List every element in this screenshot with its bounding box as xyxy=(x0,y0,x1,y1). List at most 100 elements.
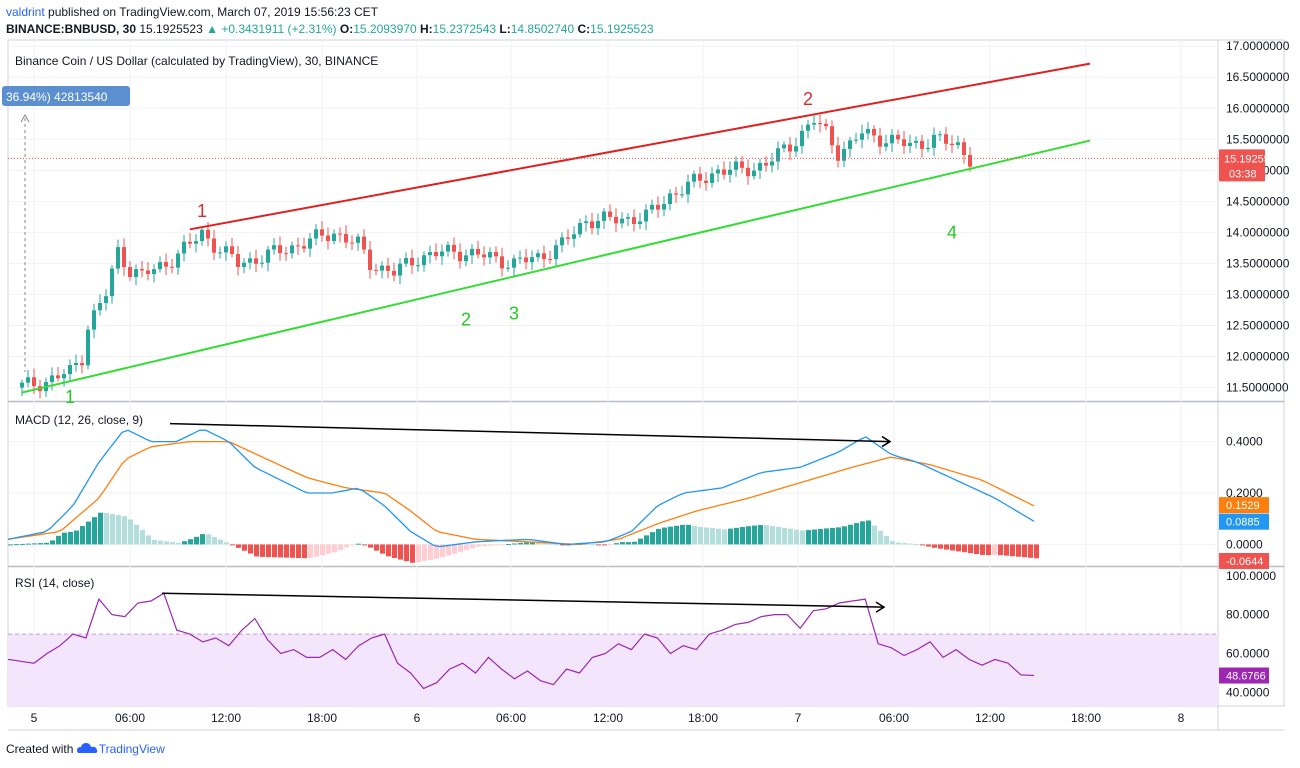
macd-histogram-bar xyxy=(590,544,595,546)
price-tick-label: 14.0000000 xyxy=(1226,225,1290,239)
macd-histogram-bar xyxy=(722,529,727,545)
candle-body xyxy=(98,303,102,311)
macd-histogram-bar xyxy=(734,527,739,545)
macd-histogram-bar xyxy=(866,520,871,545)
candle-body xyxy=(188,241,192,244)
macd-histogram-bar xyxy=(38,543,43,545)
candle-body xyxy=(794,146,798,152)
macd-histogram-bar xyxy=(26,543,31,545)
red-wave-label: 1 xyxy=(197,201,207,221)
macd-histogram-bar xyxy=(200,534,205,545)
price-tick-label: 15.5000000 xyxy=(1226,132,1290,146)
macd-histogram-bar xyxy=(308,544,313,559)
candle-body xyxy=(908,142,912,147)
macd-value-tag xyxy=(1219,552,1269,569)
candle-body xyxy=(914,140,918,143)
time-tick-label: 06:00 xyxy=(115,711,145,725)
candle-body xyxy=(254,258,258,264)
time-tick-label: 12:00 xyxy=(593,711,623,725)
candle-body xyxy=(902,139,906,147)
macd-histogram-bar xyxy=(926,544,931,547)
macd-histogram-bar xyxy=(584,543,589,545)
candle-body xyxy=(146,270,150,275)
macd-tick-label: 0.4000 xyxy=(1226,435,1263,449)
macd-histogram-bar xyxy=(68,531,73,545)
candle-body xyxy=(428,252,432,256)
macd-histogram-bar xyxy=(140,530,145,545)
candle-body xyxy=(932,134,936,148)
price-tick-label: 13.0000000 xyxy=(1226,287,1290,301)
candle-body xyxy=(956,142,960,146)
macd-histogram-bar xyxy=(878,530,883,545)
macd-line xyxy=(7,429,1035,548)
candle-body xyxy=(350,242,354,244)
candle-body xyxy=(950,143,954,146)
macd-histogram-bar xyxy=(32,543,37,545)
macd-histogram-bar xyxy=(314,544,319,557)
macd-histogram-bar xyxy=(674,525,679,545)
macd-histogram-bar xyxy=(518,542,523,545)
candle-body xyxy=(440,251,444,257)
macd-histogram-bar xyxy=(104,512,109,545)
candle-body xyxy=(836,145,840,161)
candle-body xyxy=(662,204,666,210)
ohlc-bar: BINANCE:BNBUSD, 30 15.1925523 ▲ +0.34319… xyxy=(6,22,654,36)
time-tick-label: 5 xyxy=(31,711,38,725)
time-tick-label: 18:00 xyxy=(307,711,337,725)
candle-body xyxy=(752,170,756,177)
macd-histogram-bar xyxy=(344,544,349,548)
rsi-band xyxy=(8,634,1218,706)
candle-body xyxy=(758,162,762,171)
macd-value-tag xyxy=(1219,497,1269,514)
candle-body xyxy=(314,229,318,239)
macd-histogram-bar xyxy=(596,544,601,546)
macd-histogram-bar xyxy=(248,544,253,554)
macd-histogram-bar xyxy=(992,544,997,555)
tradingview-logo[interactable]: TradingView xyxy=(76,742,165,756)
candle-body xyxy=(668,193,672,205)
rsi-tick-label: 60.0000 xyxy=(1226,647,1270,661)
candle-body xyxy=(320,229,324,236)
macd-histogram-bar xyxy=(938,544,943,549)
macd-histogram-bar xyxy=(386,544,391,557)
candle-body xyxy=(284,253,288,255)
candle-body xyxy=(584,221,588,224)
candle-body xyxy=(32,377,36,387)
author-name[interactable]: valdrint xyxy=(6,5,45,19)
rsi-title: RSI (14, close) xyxy=(15,576,94,590)
candle-body xyxy=(830,126,834,146)
macd-histogram-bar xyxy=(650,532,655,545)
macd-histogram-bar xyxy=(512,543,517,545)
candle-body xyxy=(74,363,78,366)
candle-body xyxy=(386,265,390,271)
macd-histogram-bar xyxy=(326,544,331,554)
macd-histogram-bar xyxy=(818,528,823,545)
macd-histogram-bar xyxy=(668,526,673,545)
candle-body xyxy=(302,246,306,249)
candle-body xyxy=(116,247,120,269)
candle-body xyxy=(716,169,720,174)
candle-body xyxy=(860,133,864,140)
macd-histogram-bar xyxy=(194,536,199,545)
macd-histogram-bar xyxy=(932,544,937,548)
open-value: 15.2093970 xyxy=(353,22,417,36)
macd-histogram-bar xyxy=(368,544,373,548)
macd-histogram-bar xyxy=(404,544,409,562)
macd-histogram-bar xyxy=(170,542,175,545)
low-label: L: xyxy=(499,22,511,36)
macd-histogram-bar xyxy=(446,544,451,556)
macd-histogram-bar xyxy=(380,544,385,554)
time-tick-label: 18:00 xyxy=(688,711,718,725)
candle-body xyxy=(806,124,810,131)
macd-histogram-bar xyxy=(362,544,367,546)
macd-histogram-bar xyxy=(530,542,535,545)
candle-body xyxy=(848,140,852,149)
macd-histogram-bar xyxy=(1034,544,1039,559)
macd-histogram-bar xyxy=(770,526,775,545)
macd-histogram-bar xyxy=(146,535,151,545)
macd-histogram-bar xyxy=(134,524,139,545)
last-price: 15.1925523 xyxy=(139,22,203,36)
candle-body xyxy=(938,134,942,136)
macd-histogram-bar xyxy=(506,544,511,546)
